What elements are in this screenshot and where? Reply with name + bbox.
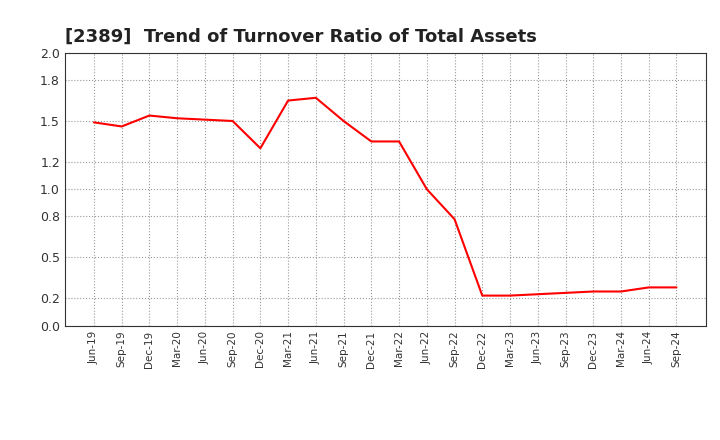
Text: [2389]  Trend of Turnover Ratio of Total Assets: [2389] Trend of Turnover Ratio of Total …: [65, 28, 536, 46]
